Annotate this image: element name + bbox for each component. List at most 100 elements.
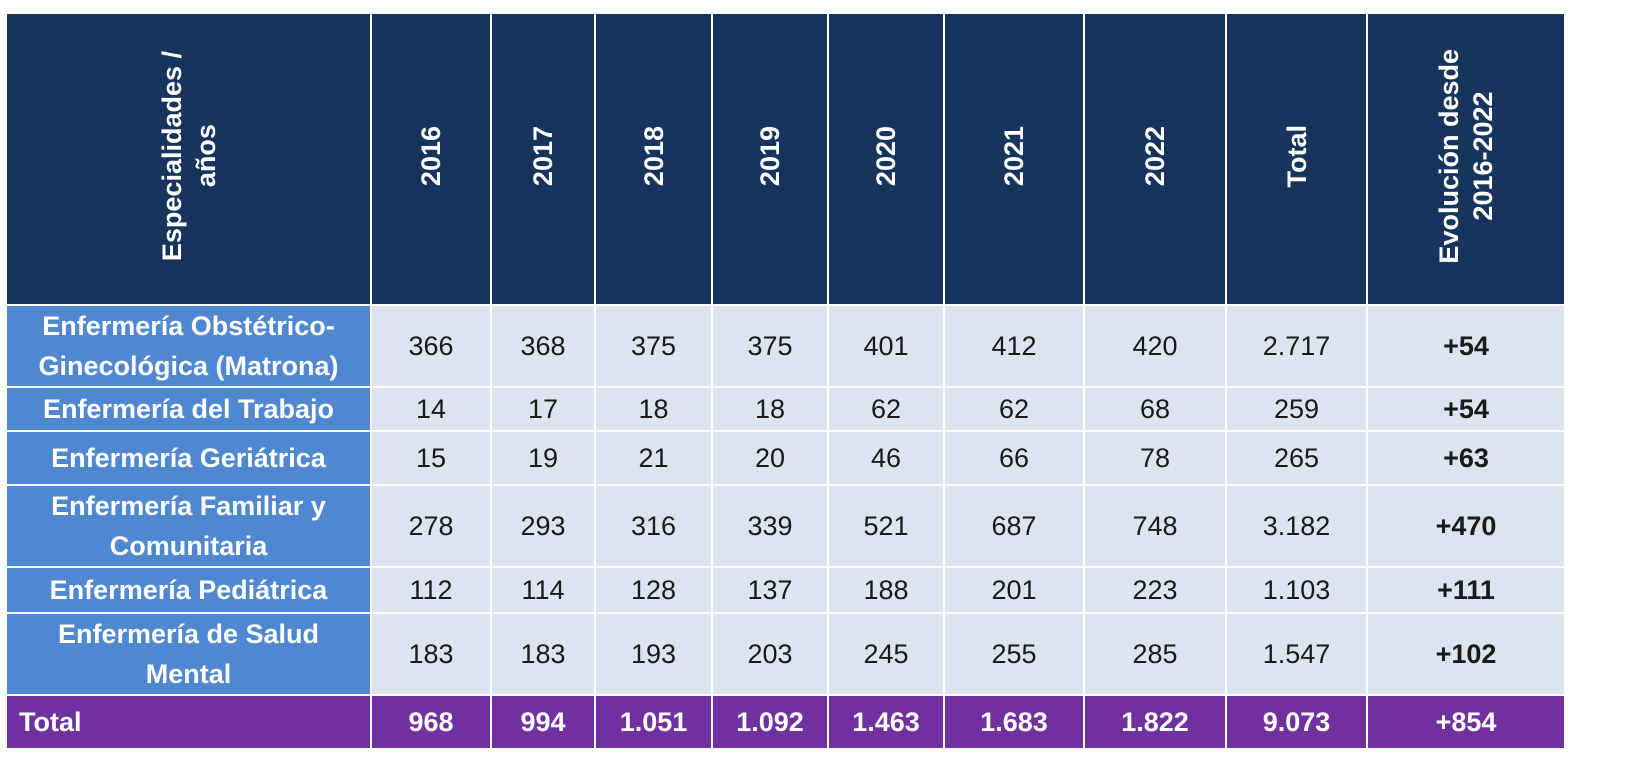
header-total: Total bbox=[1225, 12, 1368, 306]
row-total-cell: 259 bbox=[1225, 386, 1368, 432]
year-value-cell: 223 bbox=[1083, 566, 1227, 614]
year-value-cell: 62 bbox=[943, 386, 1085, 432]
year-value-cell: 112 bbox=[370, 566, 492, 614]
year-total-cell: 1.463 bbox=[827, 694, 945, 750]
header-year: 2017 bbox=[490, 12, 596, 306]
table-row: Enfermería Obstétrico- Ginecológica (Matr… bbox=[5, 304, 1566, 388]
year-total-cell: 968 bbox=[370, 694, 492, 750]
header-year-label: 2018 bbox=[638, 126, 669, 187]
header-evolution-label: Evolución desde 2016-2022 bbox=[1434, 49, 1498, 264]
year-total-cell: 1.683 bbox=[943, 694, 1085, 750]
year-value-cell: 412 bbox=[943, 304, 1085, 388]
header-year: 2019 bbox=[711, 12, 829, 306]
year-total-cell: 1.051 bbox=[594, 694, 713, 750]
year-total-cell: 1.092 bbox=[711, 694, 829, 750]
year-value-cell: 255 bbox=[943, 612, 1085, 696]
year-value-cell: 46 bbox=[827, 430, 945, 486]
year-value-cell: 316 bbox=[594, 484, 713, 568]
specialty-name: Enfermería de Salud Mental bbox=[5, 612, 372, 696]
grand-evolution-cell: +854 bbox=[1366, 694, 1566, 750]
table-container: Especialidades / años 2016 2017 2018 2019… bbox=[5, 12, 1566, 750]
header-year-label: 2022 bbox=[1140, 126, 1170, 187]
header-year: 2020 bbox=[827, 12, 945, 306]
totals-row: Total 968 994 1.051 1.092 1.463 1.683 1.822 9.07… bbox=[5, 694, 1566, 750]
table-row: Enfermería Familiar y Comunitaria 278 293 31… bbox=[5, 484, 1566, 568]
year-value-cell: 375 bbox=[711, 304, 829, 388]
header-year-label: 2017 bbox=[528, 126, 558, 187]
evolution-cell: +54 bbox=[1366, 304, 1566, 388]
header-year: 2016 bbox=[370, 12, 492, 306]
year-value-cell: 401 bbox=[827, 304, 945, 388]
header-row: Especialidades / años 2016 2017 2018 2019… bbox=[5, 12, 1566, 306]
year-value-cell: 21 bbox=[594, 430, 713, 486]
header-year: 2021 bbox=[943, 12, 1085, 306]
grand-total-cell: 9.073 bbox=[1225, 694, 1368, 750]
totals-label: Total bbox=[5, 694, 372, 750]
year-total-cell: 1.822 bbox=[1083, 694, 1227, 750]
header-year: 2018 bbox=[594, 12, 713, 306]
row-total-cell: 1.547 bbox=[1225, 612, 1368, 696]
year-value-cell: 68 bbox=[1083, 386, 1227, 432]
table-row: Enfermería del Trabajo 14 17 18 18 62 62 68 259 +… bbox=[5, 386, 1566, 432]
row-total-cell: 3.182 bbox=[1225, 484, 1368, 568]
specialty-name: Enfermería del Trabajo bbox=[5, 386, 372, 432]
year-value-cell: 66 bbox=[943, 430, 1085, 486]
specialty-name: Enfermería Geriátrica bbox=[5, 430, 372, 486]
row-total-cell: 1.103 bbox=[1225, 566, 1368, 614]
year-value-cell: 339 bbox=[711, 484, 829, 568]
header-specialties-label: Especialidades / años bbox=[156, 51, 221, 262]
year-value-cell: 245 bbox=[827, 612, 945, 696]
year-value-cell: 114 bbox=[490, 566, 596, 614]
year-value-cell: 201 bbox=[943, 566, 1085, 614]
year-total-cell: 994 bbox=[490, 694, 596, 750]
year-value-cell: 62 bbox=[827, 386, 945, 432]
year-value-cell: 278 bbox=[370, 484, 492, 568]
row-total-cell: 265 bbox=[1225, 430, 1368, 486]
year-value-cell: 366 bbox=[370, 304, 492, 388]
year-value-cell: 188 bbox=[827, 566, 945, 614]
header-year: 2022 bbox=[1083, 12, 1227, 306]
table-row: Enfermería Geriátrica 15 19 21 20 46 66 78 265 +6… bbox=[5, 430, 1566, 486]
header-evolution: Evolución desde 2016-2022 bbox=[1366, 12, 1566, 306]
year-value-cell: 687 bbox=[943, 484, 1085, 568]
evolution-cell: +111 bbox=[1366, 566, 1566, 614]
year-value-cell: 20 bbox=[711, 430, 829, 486]
specialty-name: Enfermería Pediátrica bbox=[5, 566, 372, 614]
year-value-cell: 17 bbox=[490, 386, 596, 432]
year-value-cell: 293 bbox=[490, 484, 596, 568]
specialty-name: Enfermería Obstétrico- Ginecológica (Matr… bbox=[5, 304, 372, 388]
evolution-cell: +102 bbox=[1366, 612, 1566, 696]
header-year-label: 2016 bbox=[416, 126, 446, 187]
header-specialties: Especialidades / años bbox=[5, 12, 372, 306]
year-value-cell: 375 bbox=[594, 304, 713, 388]
evolution-cell: +54 bbox=[1366, 386, 1566, 432]
header-year-label: 2019 bbox=[755, 126, 785, 187]
year-value-cell: 368 bbox=[490, 304, 596, 388]
table-row: Enfermería de Salud Mental 183 183 193 203 245… bbox=[5, 612, 1566, 696]
header-year-label: 2021 bbox=[999, 126, 1029, 187]
year-value-cell: 285 bbox=[1083, 612, 1227, 696]
year-value-cell: 18 bbox=[711, 386, 829, 432]
year-value-cell: 78 bbox=[1083, 430, 1227, 486]
evolution-cell: +470 bbox=[1366, 484, 1566, 568]
year-value-cell: 521 bbox=[827, 484, 945, 568]
header-total-label: Total bbox=[1281, 125, 1312, 188]
year-value-cell: 183 bbox=[490, 612, 596, 696]
year-value-cell: 128 bbox=[594, 566, 713, 614]
year-value-cell: 15 bbox=[370, 430, 492, 486]
header-year-label: 2020 bbox=[871, 126, 901, 187]
year-value-cell: 420 bbox=[1083, 304, 1227, 388]
year-value-cell: 19 bbox=[490, 430, 596, 486]
row-total-cell: 2.717 bbox=[1225, 304, 1368, 388]
specialties-table: Especialidades / años 2016 2017 2018 2019… bbox=[5, 12, 1566, 750]
year-value-cell: 203 bbox=[711, 612, 829, 696]
table-row: Enfermería Pediátrica 112 114 128 137 188 201 2… bbox=[5, 566, 1566, 614]
year-value-cell: 193 bbox=[594, 612, 713, 696]
year-value-cell: 137 bbox=[711, 566, 829, 614]
year-value-cell: 18 bbox=[594, 386, 713, 432]
evolution-cell: +63 bbox=[1366, 430, 1566, 486]
year-value-cell: 748 bbox=[1083, 484, 1227, 568]
year-value-cell: 183 bbox=[370, 612, 492, 696]
year-value-cell: 14 bbox=[370, 386, 492, 432]
specialty-name: Enfermería Familiar y Comunitaria bbox=[5, 484, 372, 568]
